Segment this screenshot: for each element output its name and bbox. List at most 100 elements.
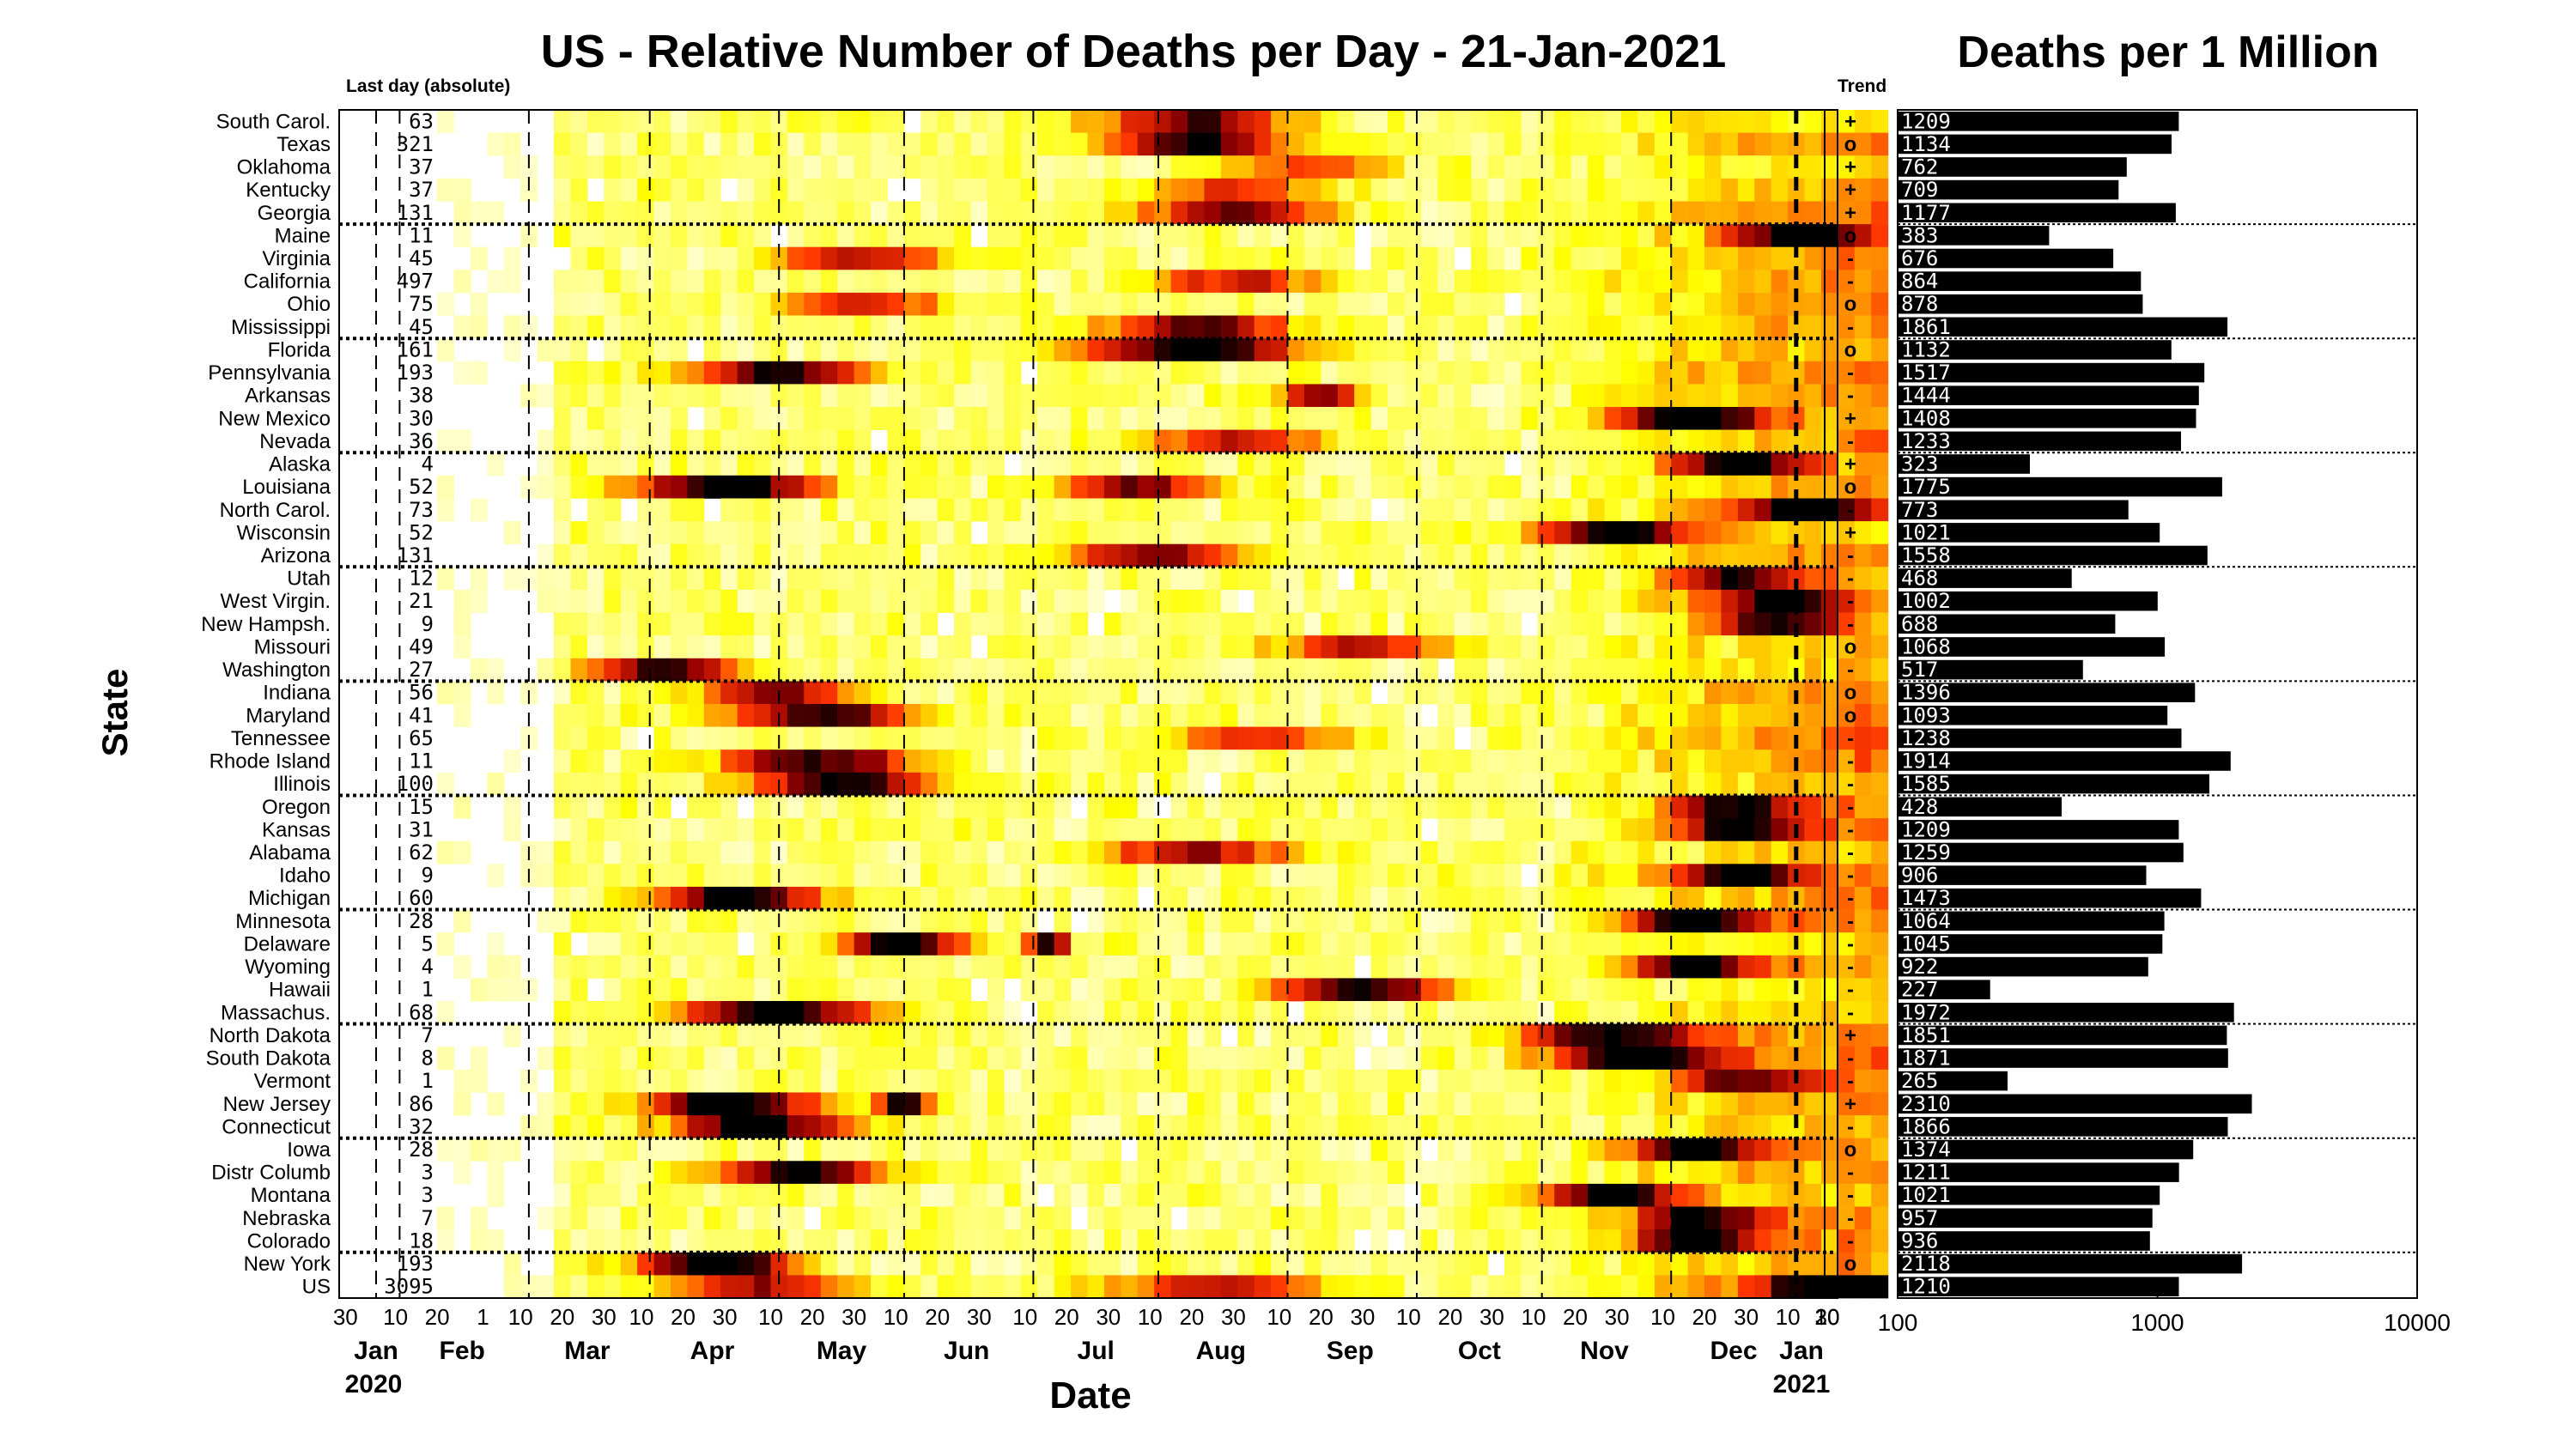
- heatmap-cell: [1788, 384, 1806, 408]
- heatmap-cell: [1871, 361, 1889, 385]
- heatmap-cell: [1471, 521, 1489, 545]
- heatmap-cell: [887, 955, 905, 979]
- heatmap-cell: [1337, 840, 1355, 865]
- heatmap-cell: [1471, 1069, 1489, 1093]
- heatmap-cell: [1671, 978, 1689, 1002]
- heatmap-cell: [1388, 178, 1405, 202]
- heatmap-cell: [1137, 475, 1155, 499]
- heatmap-cell: [570, 567, 588, 591]
- heatmap-cell: [1388, 1047, 1405, 1071]
- heatmap-cell: [754, 1115, 772, 1139]
- heatmap-cell: [937, 498, 955, 522]
- heatmap-cell: [837, 110, 855, 133]
- heatmap-cell: [1220, 201, 1238, 225]
- heatmap-cell: [1487, 270, 1505, 294]
- heatmap-cell: [1671, 201, 1689, 225]
- heatmap-cell: [1254, 407, 1272, 430]
- heatmap-cell: [604, 1206, 622, 1230]
- trend-marker: -: [1847, 430, 1854, 453]
- heatmap-cell: [1154, 407, 1172, 430]
- heatmap-cell: [1504, 1047, 1522, 1071]
- heatmap-cell: [1804, 315, 1822, 339]
- heatmap-cell: [487, 201, 505, 225]
- heatmap-cell: [1687, 932, 1705, 956]
- heatmap-cell: [754, 246, 772, 270]
- heatmap-cell: [1020, 338, 1038, 362]
- heatmap-cell: [1604, 110, 1622, 133]
- heatmap-cell: [1471, 452, 1489, 476]
- heatmap-cell: [653, 909, 671, 933]
- heatmap-cell: [1154, 1229, 1172, 1253]
- heatmap-cell: [787, 452, 805, 476]
- heatmap-cell: [871, 1252, 888, 1276]
- heatmap-cell: [1671, 1092, 1689, 1116]
- heatmap-cell: [503, 818, 521, 842]
- heatmap-cell: [987, 246, 1005, 270]
- heatmap-cell: [1220, 1115, 1238, 1139]
- heatmap-cell: [1721, 1023, 1739, 1047]
- heatmap-cell: [920, 726, 939, 750]
- heatmap-cell: [453, 612, 471, 636]
- heatmap-cell: [837, 589, 855, 613]
- heatmap-cell: [1020, 1275, 1038, 1299]
- heatmap-cell: [1220, 1252, 1238, 1276]
- heatmap-cell: [1687, 612, 1705, 636]
- heatmap-cell: [1504, 338, 1522, 362]
- heatmap-cell: [1170, 909, 1188, 933]
- heatmap-cell: [1337, 704, 1355, 727]
- state-label: South Dakota: [206, 1047, 331, 1071]
- heatmap-cell: [620, 178, 638, 202]
- heatmap-cell: [1437, 864, 1455, 888]
- heatmap-cell: [470, 589, 488, 613]
- heatmap-cell: [604, 886, 622, 910]
- bar: [1898, 317, 2228, 337]
- heatmap-cell: [1571, 1206, 1589, 1230]
- heatmap-cell: [1804, 612, 1822, 636]
- heatmap-cell: [570, 818, 588, 842]
- heatmap-cell: [1204, 1069, 1222, 1093]
- heatmap-cell: [1388, 932, 1405, 956]
- heatmap-cell: [1388, 224, 1405, 248]
- heatmap-cell: [1537, 315, 1555, 339]
- heatmap-cell: [653, 338, 671, 362]
- heatmap-cell: [1537, 635, 1555, 659]
- heatmap-cell: [1103, 658, 1121, 682]
- heatmap-cell: [1037, 429, 1055, 453]
- heatmap-cell: [1437, 726, 1455, 750]
- bar-value-label: 936: [1901, 1229, 1938, 1253]
- heatmap-cell: [1121, 658, 1139, 682]
- heatmap-cell: [1721, 361, 1739, 385]
- heatmap-cell: [554, 1161, 571, 1185]
- heatmap-cell: [1804, 840, 1822, 865]
- heatmap-cell: [954, 681, 972, 705]
- heatmap-cell: [637, 1047, 655, 1071]
- heatmap-cell: [1020, 201, 1038, 225]
- heatmap-cell: [1737, 521, 1755, 545]
- heatmap-cell: [1020, 1138, 1038, 1162]
- bar: [1898, 500, 2129, 520]
- heatmap-cell: [1487, 840, 1505, 865]
- heatmap-cell: [671, 932, 688, 956]
- heatmap-cell: [1537, 201, 1555, 225]
- trend-marker: -: [1847, 1184, 1854, 1207]
- heatmap-cell: [1804, 338, 1822, 362]
- heatmap-cell: [1537, 567, 1555, 591]
- heatmap-cell: [1871, 498, 1889, 522]
- heatmap-cell: [687, 978, 705, 1002]
- heatmap-cell: [1287, 567, 1305, 591]
- heatmap-cell: [671, 1023, 688, 1047]
- heatmap-cell: [1237, 1115, 1255, 1139]
- heatmap-cell: [1721, 521, 1739, 545]
- heatmap-cell: [637, 978, 655, 1002]
- heatmap-cell: [970, 932, 988, 956]
- heatmap-cell: [920, 978, 939, 1002]
- heatmap-cell: [1370, 749, 1388, 774]
- heatmap-cell: [653, 1069, 671, 1093]
- heatmap-cell: [1437, 909, 1455, 933]
- heatmap-cell: [837, 681, 855, 705]
- heatmap-cell: [1420, 1001, 1438, 1024]
- heatmap-cell: [1271, 772, 1289, 796]
- heatmap-cell: [1271, 818, 1289, 842]
- heatmap-cell: [1871, 1275, 1889, 1299]
- heatmap-cell: [1521, 978, 1539, 1002]
